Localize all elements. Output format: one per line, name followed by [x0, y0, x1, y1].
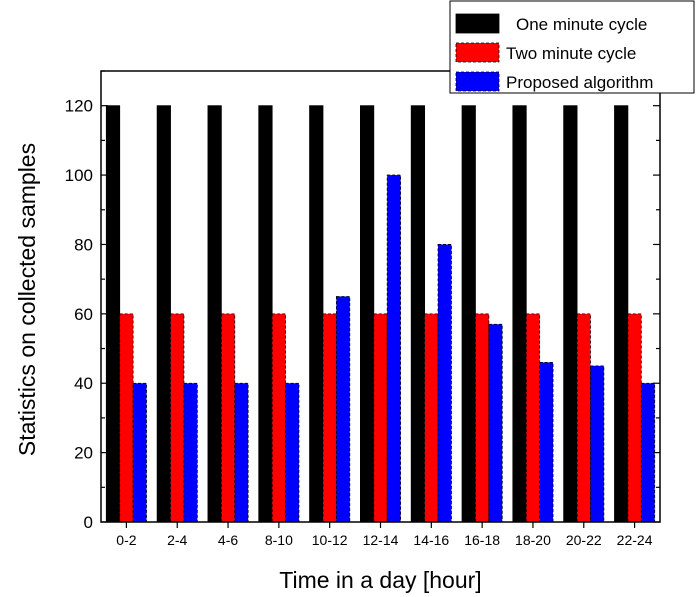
x-tick-label-8-10: 8-10	[265, 532, 293, 548]
y-tick-label: 20	[74, 444, 93, 463]
y-tick-label: 120	[65, 97, 93, 116]
bar-proposed-algorithm-22-24	[640, 382, 656, 523]
bar-two-minute-cycle-22-24	[627, 313, 642, 523]
x-tick-label-0-2: 0-2	[116, 532, 136, 548]
bar-two-minute-cycle-8-10	[271, 313, 286, 523]
bar-two-minute-cycle-4-6	[220, 313, 236, 523]
bar-two-minute-cycle-2-4	[170, 313, 185, 523]
legend-swatch-proposed-algorithm	[455, 71, 500, 92]
y-tick-label: 80	[74, 235, 93, 254]
x-tick-label-12-14: 12-14	[363, 532, 399, 548]
bar-one-minute-cycle-14-16	[410, 105, 426, 523]
bar-proposed-algorithm-0-2	[132, 382, 147, 523]
bar-one-minute-cycle-12-14	[359, 105, 375, 523]
bar-proposed-algorithm-8-10	[285, 382, 300, 523]
legend-label-two-minute-cycle: Two minute cycle	[506, 44, 636, 63]
x-axis: 0-2 2-4 4-6 8-10 10-12 12-14 14-16 16-18 18-20 20…	[116, 522, 653, 548]
bar-proposed-algorithm-12-14	[386, 174, 402, 523]
x-tick-label-2-4: 2-4	[167, 532, 187, 548]
y-tick-label: 40	[74, 374, 93, 393]
y-axis: 0 20 40 60 80 100 120	[65, 70, 660, 532]
y-tick-label: 60	[74, 305, 93, 324]
bar-two-minute-cycle-10-12	[322, 313, 337, 523]
bar-one-minute-cycle-4-6	[207, 105, 222, 523]
x-tick-label-4-6: 4-6	[218, 532, 238, 548]
bar-two-minute-cycle-16-18	[475, 313, 490, 523]
x-tick-label-14-16: 14-16	[413, 532, 449, 548]
y-tick-label: 0	[84, 513, 93, 532]
y-tick-label: 100	[65, 166, 93, 185]
bar-one-minute-cycle-18-20	[512, 105, 527, 523]
x-tick-label-20-22: 20-22	[566, 532, 602, 548]
bar-one-minute-cycle-16-18	[461, 105, 476, 523]
legend-label-proposed-algorithm: Proposed algorithm	[506, 73, 653, 92]
bar-proposed-algorithm-20-22	[590, 365, 605, 523]
bar-proposed-algorithm-16-18	[488, 323, 503, 523]
x-tick-label-16-18: 16-18	[464, 532, 500, 548]
bar-proposed-algorithm-2-4	[183, 382, 198, 523]
bar-one-minute-cycle-2-4	[156, 105, 171, 523]
bar-proposed-algorithm-18-20	[539, 362, 554, 523]
bar-one-minute-cycle-8-10	[258, 105, 273, 523]
x-axis-title: Time in a day [hour]	[279, 567, 481, 593]
legend-swatch-one-minute-cycle	[455, 13, 500, 34]
bar-one-minute-cycle-10-12	[309, 105, 324, 523]
bar-proposed-algorithm-4-6	[234, 382, 249, 523]
bar-two-minute-cycle-18-20	[525, 313, 541, 523]
bar-proposed-algorithm-10-12	[335, 296, 351, 523]
bars-layer	[105, 105, 656, 523]
x-tick-label-10-12: 10-12	[312, 532, 348, 548]
bar-two-minute-cycle-14-16	[424, 313, 439, 523]
bar-one-minute-cycle-0-2	[105, 105, 121, 523]
bar-one-minute-cycle-20-22	[563, 105, 578, 523]
bar-two-minute-cycle-20-22	[576, 313, 591, 523]
bar-proposed-algorithm-14-16	[437, 244, 452, 523]
bar-two-minute-cycle-0-2	[119, 313, 134, 523]
bar-one-minute-cycle-22-24	[614, 105, 629, 523]
x-tick-label-18-20: 18-20	[515, 532, 551, 548]
x-tick-label-22-24: 22-24	[617, 532, 653, 548]
legend-label-one-minute-cycle: One minute cycle	[516, 15, 647, 34]
bar-two-minute-cycle-12-14	[373, 313, 388, 523]
y-axis-title: Statistics on collected samples	[14, 143, 40, 456]
legend: One minute cycle Two minute cycle Proposed…	[449, 0, 695, 94]
legend-swatch-two-minute-cycle	[455, 42, 500, 63]
